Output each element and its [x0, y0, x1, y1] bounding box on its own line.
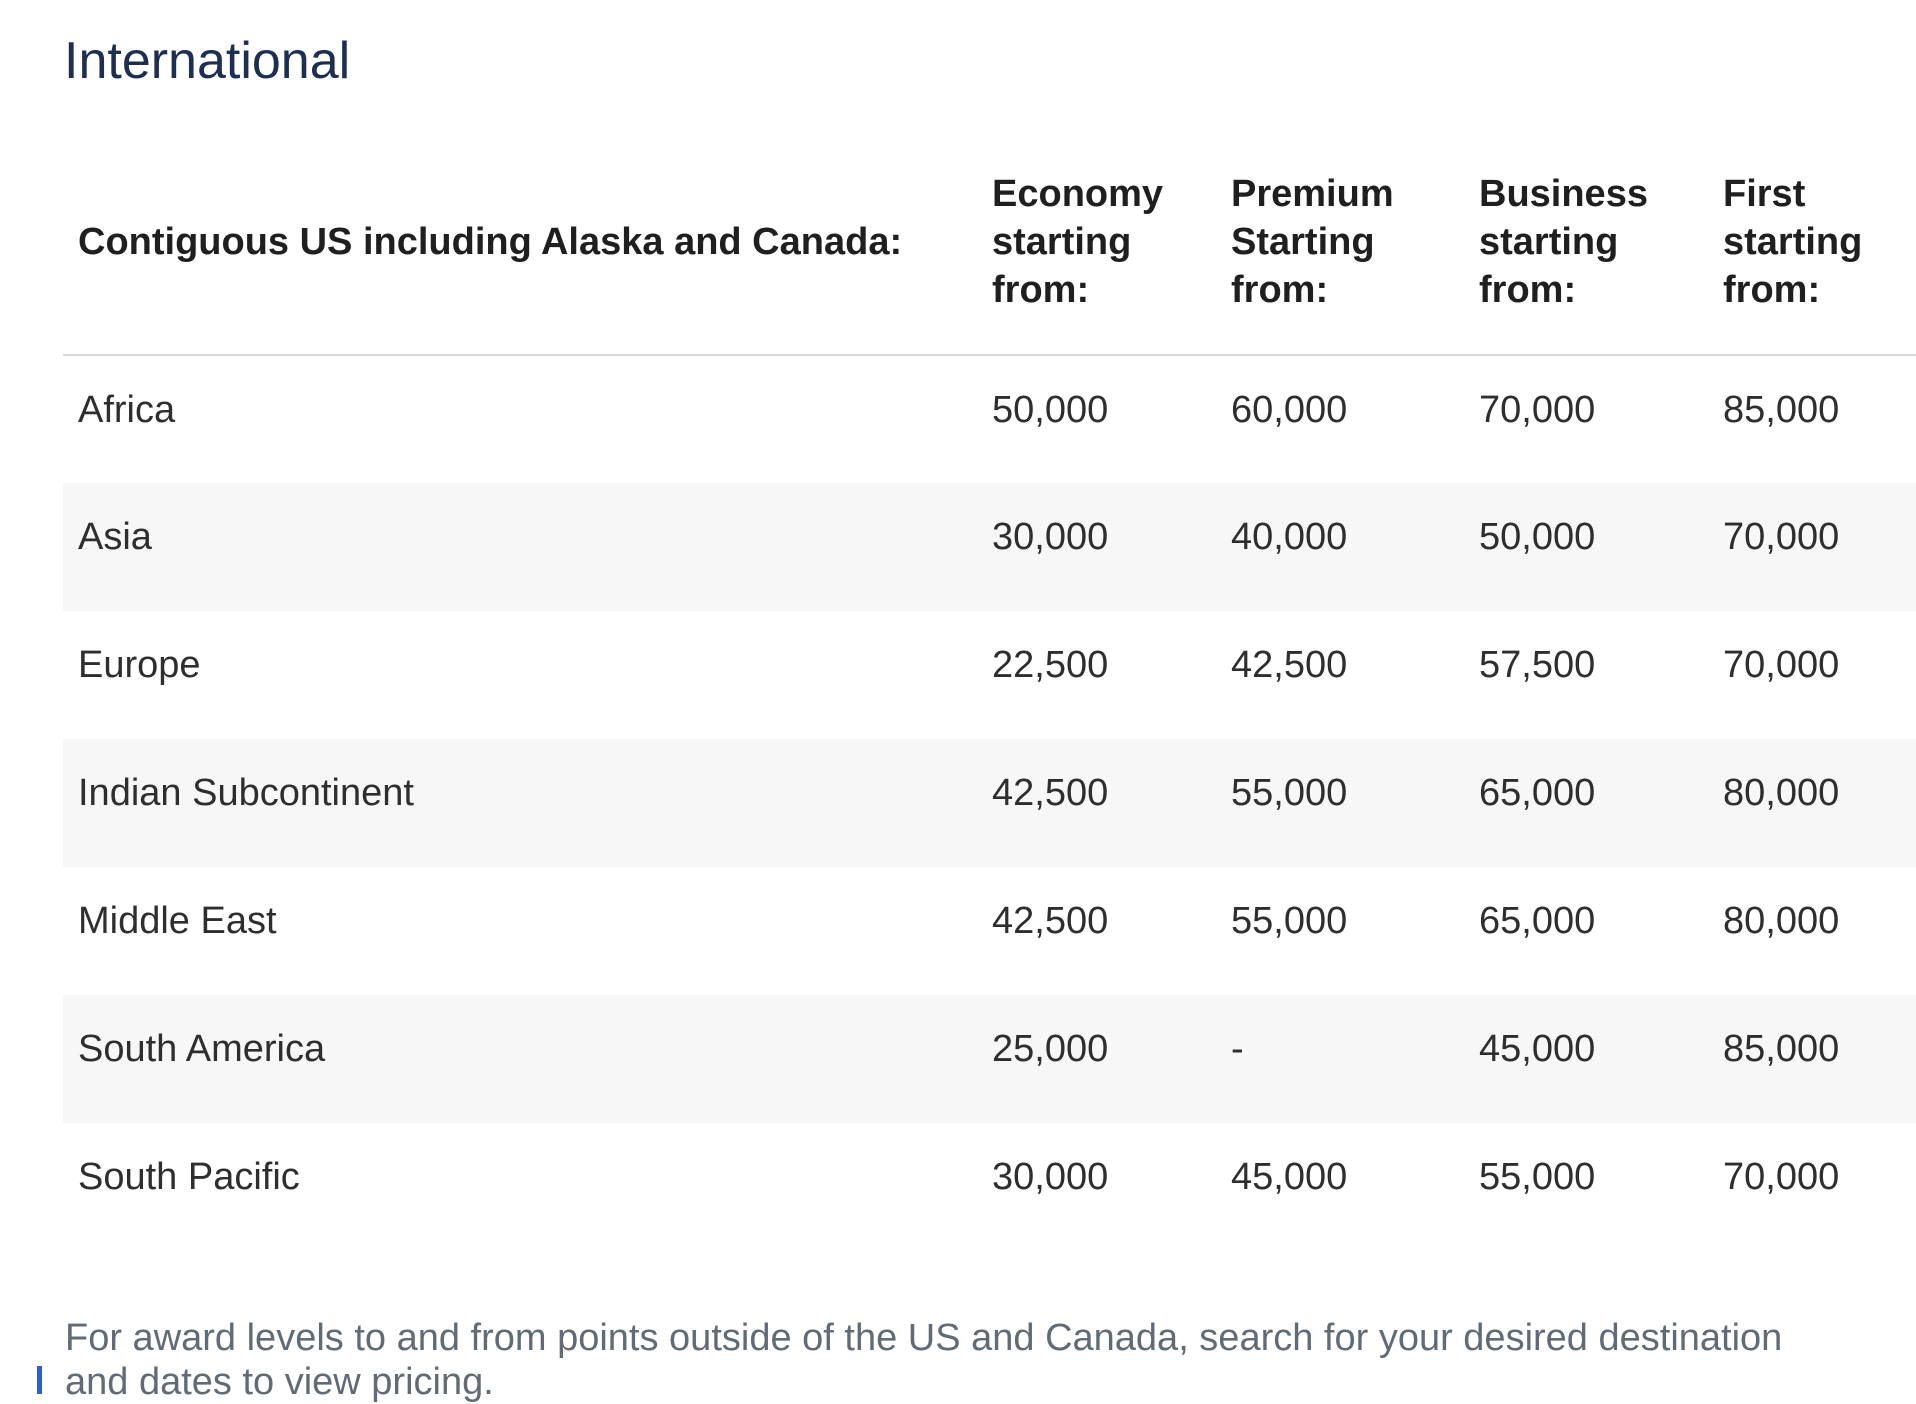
- first-cell: 80,000: [1723, 900, 1840, 942]
- business-cell: 65,000: [1479, 900, 1596, 942]
- first-cell: 85,000: [1723, 389, 1840, 431]
- region-cell: Indian Subcontinent: [78, 772, 414, 814]
- business-cell: 55,000: [1479, 1156, 1596, 1198]
- business-cell: 50,000: [1479, 516, 1596, 558]
- table-row-africa: Africa 50,000 60,000 70,000 85,000: [63, 355, 1916, 483]
- first-cell: 70,000: [1723, 644, 1840, 686]
- column-header-region: Contiguous US including Alaska and Canad…: [63, 130, 992, 356]
- column-header-business: Business starting from:: [1479, 130, 1723, 356]
- table-row-europe: Europe 22,500 42,500 57,500 70,000: [63, 611, 1916, 739]
- economy-cell: 30,000: [992, 1156, 1109, 1198]
- first-cell: 85,000: [1723, 1028, 1840, 1070]
- economy-cell: 50,000: [992, 389, 1109, 431]
- table-row-asia: Asia 30,000 40,000 50,000 70,000: [63, 483, 1916, 611]
- business-cell: 70,000: [1479, 389, 1596, 431]
- economy-cell: 25,000: [992, 1028, 1109, 1070]
- region-cell: South Pacific: [78, 1156, 300, 1198]
- region-cell: Europe: [78, 644, 201, 686]
- premium-cell: 42,500: [1231, 644, 1348, 686]
- business-cell: 65,000: [1479, 772, 1596, 814]
- column-header-first: First starting from:: [1723, 130, 1916, 356]
- first-cell: 80,000: [1723, 772, 1840, 814]
- region-cell: Asia: [78, 516, 152, 558]
- table-row-indian-subcontinent: Indian Subcontinent 42,500 55,000 65,000…: [63, 739, 1916, 867]
- business-cell: 45,000: [1479, 1028, 1596, 1070]
- premium-cell: 55,000: [1231, 900, 1348, 942]
- table-row-south-america: South America 25,000 - 45,000 85,000: [63, 995, 1916, 1123]
- premium-cell: 45,000: [1231, 1156, 1348, 1198]
- region-cell: South America: [78, 1028, 326, 1070]
- section-title: International: [64, 32, 351, 90]
- economy-cell: 42,500: [992, 772, 1109, 814]
- region-cell: Middle East: [78, 900, 277, 942]
- first-cell: 70,000: [1723, 1156, 1840, 1198]
- business-cell: 57,500: [1479, 644, 1596, 686]
- award-chart-table: Contiguous US including Alaska and Canad…: [63, 130, 1916, 1251]
- premium-cell: 60,000: [1231, 389, 1348, 431]
- table-row-south-pacific: South Pacific 30,000 45,000 55,000 70,00…: [63, 1123, 1916, 1251]
- economy-cell: 22,500: [992, 644, 1109, 686]
- first-cell: 70,000: [1723, 516, 1840, 558]
- premium-cell: 40,000: [1231, 516, 1348, 558]
- economy-cell: 30,000: [992, 516, 1109, 558]
- column-header-economy: Economy starting from:: [992, 130, 1231, 356]
- column-header-premium: Premium Starting from:: [1231, 130, 1479, 356]
- table-row-middle-east: Middle East 42,500 55,000 65,000 80,000: [63, 867, 1916, 995]
- premium-cell: 55,000: [1231, 772, 1348, 814]
- award-pricing-footnote: For award levels to and from points outs…: [65, 1317, 1783, 1403]
- premium-cell: -: [1231, 1028, 1244, 1070]
- table-header-row: Contiguous US including Alaska and Canad…: [63, 130, 1916, 356]
- partial-blue-element: [37, 1366, 42, 1394]
- region-cell: Africa: [78, 389, 176, 431]
- economy-cell: 42,500: [992, 900, 1109, 942]
